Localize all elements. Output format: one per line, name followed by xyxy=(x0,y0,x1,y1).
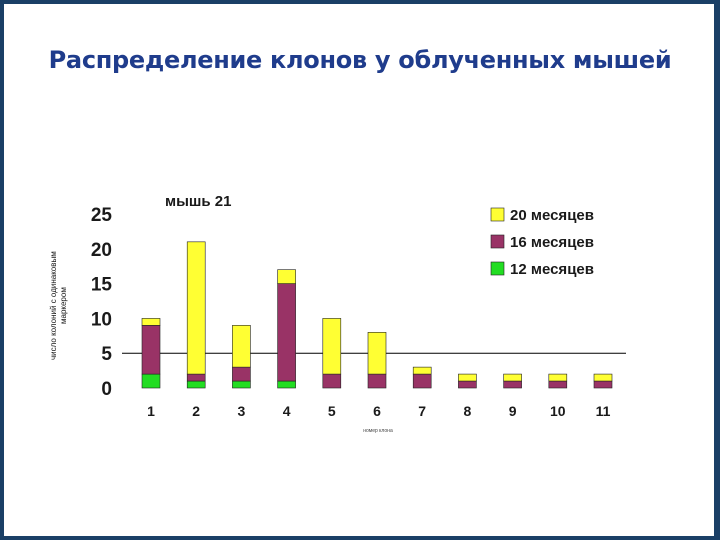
legend-label: 20 месяцев xyxy=(510,207,594,224)
x-tick-label: 4 xyxy=(283,403,291,419)
bar-segment xyxy=(232,325,251,368)
x-tick-label: 2 xyxy=(192,403,200,419)
x-axis-ticks: 1 2 3 4 5 6 7 8 9 10 11 xyxy=(147,403,611,419)
bar-segment xyxy=(412,366,432,375)
bar-segment xyxy=(322,373,342,389)
bar-segment xyxy=(458,373,477,382)
y-tick-label: 15 xyxy=(91,275,113,296)
x-tick-label: 8 xyxy=(464,403,472,419)
x-tick-label: 9 xyxy=(509,403,517,419)
bar-segment xyxy=(141,318,161,326)
legend-label: 16 месяцев xyxy=(510,234,594,251)
y-tick-label: 10 xyxy=(91,309,112,330)
x-tick-label: 6 xyxy=(373,403,381,419)
bar-segment xyxy=(367,332,387,375)
bar-segment xyxy=(141,373,161,389)
bar-segment xyxy=(412,373,432,389)
bar-segment xyxy=(322,318,342,375)
legend-swatch xyxy=(490,261,505,276)
bar-segment xyxy=(367,373,387,389)
bar-segment xyxy=(277,380,296,389)
bar-segment xyxy=(232,366,251,382)
bar-segment xyxy=(277,269,296,284)
y-tick-label: 25 xyxy=(91,205,113,226)
slide-background xyxy=(4,4,714,536)
bar-segment xyxy=(458,380,477,389)
bar-segment xyxy=(548,373,568,382)
legend-swatch xyxy=(490,207,505,222)
bar-segment xyxy=(186,241,206,375)
legend-swatch xyxy=(490,234,505,249)
x-tick-label: 11 xyxy=(596,403,611,419)
bar-segment xyxy=(593,380,613,389)
bar-segment xyxy=(503,373,522,382)
y-axis-ticks: 0 5 10 15 20 25 xyxy=(91,205,113,400)
bar-segment xyxy=(141,325,161,375)
bar-segment xyxy=(503,380,522,389)
legend-label: 12 месяцев xyxy=(510,261,594,278)
y-tick-label: 0 xyxy=(101,379,112,400)
bar-segment xyxy=(186,373,206,382)
bar-segment xyxy=(186,380,206,389)
legend: 20 месяцев 16 месяцев 12 месяцев xyxy=(490,207,594,278)
slide-title: Распределение клонов у облученных мышей xyxy=(48,46,672,74)
bar-segment xyxy=(277,283,296,382)
bar-segment xyxy=(593,373,613,382)
y-axis-label: число колоний с одинаковым маркером xyxy=(49,251,68,360)
y-tick-label: 20 xyxy=(91,240,112,261)
bar-segment xyxy=(548,380,568,389)
x-tick-label: 5 xyxy=(328,403,336,419)
x-tick-label: 3 xyxy=(238,403,246,419)
chart-subtitle: мышь 21 xyxy=(165,193,231,210)
y-tick-label: 5 xyxy=(101,344,112,365)
x-tick-label: 1 xyxy=(147,403,155,419)
x-axis-label: номер клона xyxy=(363,428,393,434)
y-axis-label-line-1: число колоний с одинаковым xyxy=(49,251,58,360)
bars xyxy=(141,241,613,389)
y-axis-label-line-2: маркером xyxy=(59,287,68,324)
x-tick-label: 7 xyxy=(418,403,426,419)
x-tick-label: 10 xyxy=(550,403,566,419)
bar-segment xyxy=(232,380,251,389)
